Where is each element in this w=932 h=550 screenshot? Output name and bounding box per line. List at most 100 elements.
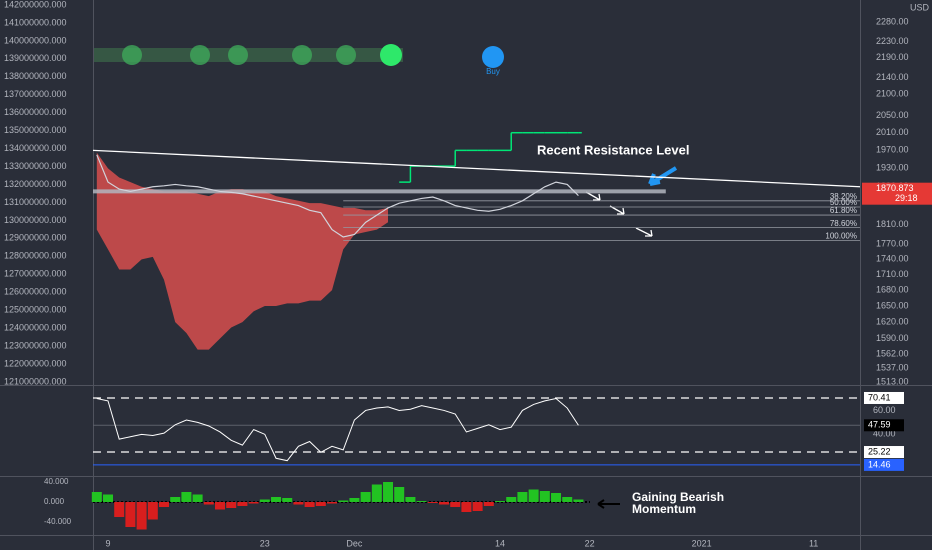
signal-dot [292, 45, 312, 65]
overlay: Recent Resistance Level Buy [486, 67, 689, 237]
momentum-bar [136, 502, 147, 530]
x-tick-label: 9 [106, 538, 111, 548]
momentum-bar [271, 497, 282, 502]
momentum-bar [125, 502, 136, 527]
rsi-band-box [864, 391, 904, 404]
callout-arrow [648, 166, 678, 186]
momentum-bar [114, 502, 125, 517]
momentum-bar [539, 491, 550, 502]
fib-label: 78.60% [830, 219, 857, 228]
y2-tick-label: 1710.00 [876, 269, 909, 279]
momentum-bar [394, 487, 405, 502]
y-tick-label: 140000000.000 [4, 35, 67, 45]
countdown: 29:18 [895, 193, 918, 203]
rsi-band-label: 25.22 [868, 446, 891, 456]
momentum-bar [159, 502, 170, 507]
rsi-baseline-label: 14.46 [868, 459, 891, 469]
y-tick-label: 131000000.000 [4, 197, 67, 207]
momentum-annotation: Gaining Bearish [632, 490, 724, 504]
fib-label: 100.00% [825, 232, 857, 241]
signal-dot [122, 45, 142, 65]
y-tick-label: 121000000.000 [4, 376, 67, 386]
momentum-bar [215, 502, 226, 510]
momentum-bar [103, 494, 114, 502]
y-tick-label: 123000000.000 [4, 340, 67, 350]
trendline [92, 149, 861, 188]
y-tick-label: 130000000.000 [4, 215, 67, 225]
momentum-bar [528, 489, 539, 502]
y2-tick-label: 1970.00 [876, 145, 909, 155]
momentum-bar [147, 502, 158, 520]
signal-dot [380, 44, 402, 66]
momentum-tick-label: -40.000 [44, 517, 72, 526]
rsi-last-label: 47.59 [868, 420, 891, 430]
momentum-bar [450, 502, 461, 507]
y-tick-label: 133000000.000 [4, 161, 67, 171]
y2-tick-label: 1930.00 [876, 163, 909, 173]
rsi-last-box [864, 419, 904, 432]
signal-dot [190, 45, 210, 65]
y-tick-label: 127000000.000 [4, 269, 67, 279]
momentum-bar [517, 492, 528, 502]
momentum-bar [192, 494, 203, 502]
y2-tick-label: 1590.00 [876, 333, 909, 343]
last-price: 1870.873 [876, 183, 914, 193]
momentum-bar [349, 498, 360, 502]
x-tick-label: 2021 [692, 538, 712, 548]
price-line [96, 154, 579, 238]
y-tick-label: 132000000.000 [4, 179, 67, 189]
arrow [635, 227, 653, 237]
y2-tick-label: 1620.00 [876, 316, 909, 326]
y-tick-label: 142000000.000 [4, 0, 67, 9]
y2-tick-label: 2050.00 [876, 110, 909, 120]
fib-label: 38.20% [830, 192, 857, 201]
momentum-bar [383, 482, 394, 502]
momentum-bar [371, 484, 382, 502]
y-tick-label: 128000000.000 [4, 251, 67, 261]
momentum-bar [248, 502, 259, 504]
momentum-bar [416, 501, 427, 502]
buy-dot [482, 46, 504, 68]
rsi-line [96, 397, 579, 462]
momentum-bar [439, 502, 450, 505]
y2-tick-label: 1770.00 [876, 239, 909, 249]
y2-tick-label: 1513.00 [876, 376, 909, 386]
momentum-bar [170, 497, 181, 502]
y2-tick-label: 1810.00 [876, 219, 909, 229]
momentum-tick-label: 0.000 [44, 497, 65, 506]
momentum-bar [282, 498, 293, 502]
signal-dot [228, 45, 248, 65]
momentum-bar [181, 492, 192, 502]
y-tick-label: 138000000.000 [4, 71, 67, 81]
momentum-bar [360, 492, 371, 502]
callout-arrow [597, 499, 620, 509]
y-tick-label: 126000000.000 [4, 287, 67, 297]
momentum-bar [327, 502, 338, 504]
rsi-band-label: 70.41 [868, 392, 891, 402]
y2-tick-label: 2010.00 [876, 127, 909, 137]
y2-tick-label: 1537.00 [876, 363, 909, 373]
fib-label: 61.80% [830, 206, 857, 215]
momentum-bar [427, 502, 438, 503]
x-tick-label: 22 [585, 538, 595, 548]
momentum-bar [405, 497, 416, 502]
buy-label: Buy [486, 67, 500, 76]
momentum-bar [304, 502, 315, 507]
rsi-baseline-box [864, 458, 904, 471]
y2-tick-label: 2280.00 [876, 16, 909, 26]
y-tick-label: 135000000.000 [4, 125, 67, 135]
signal-dot [336, 45, 356, 65]
y2-tick-label: 1740.00 [876, 254, 909, 264]
momentum-bar [562, 497, 573, 502]
y-tick-label: 137000000.000 [4, 89, 67, 99]
momentum-bar [506, 497, 517, 502]
rsi-band-box [864, 446, 904, 459]
momentum-bar [338, 500, 349, 502]
momentum-bar [483, 502, 494, 506]
x-tick-label: 23 [260, 538, 270, 548]
momentum-bar [203, 502, 214, 505]
momentum-bar [472, 502, 483, 511]
